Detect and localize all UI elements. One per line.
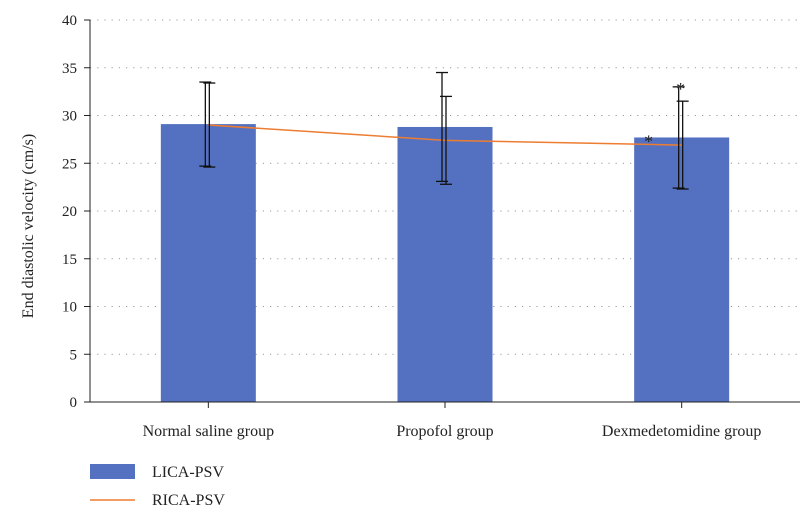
- legend: LICA-PSV RICA-PSV: [90, 464, 225, 509]
- y-tick-label: 0: [70, 395, 78, 411]
- series-line-path: [208, 124, 682, 146]
- labels: 0 5 10 15 20 25 30 35 40 Normal saline group Propo…: [62, 13, 761, 440]
- legend-swatch-bar: [90, 464, 135, 479]
- x-tick-label: Propofol group: [396, 423, 493, 440]
- y-axis-title: End diastolic velocity (cm/s): [20, 134, 37, 318]
- bar: [160, 124, 256, 402]
- y-tick-label: 5: [70, 347, 78, 363]
- significance-marker: *: [676, 79, 685, 99]
- x-tick-label: Dexmedetomidine group: [602, 423, 762, 440]
- significance-marker: *: [644, 131, 653, 151]
- y-tick-label: 15: [62, 252, 77, 268]
- y-tick-label: 30: [62, 109, 77, 125]
- bar: [397, 126, 493, 403]
- y-tick-label: 35: [62, 61, 77, 77]
- y-tick-label: 40: [62, 13, 77, 29]
- bar: [634, 137, 730, 402]
- x-tick-label: Normal saline group: [143, 423, 275, 440]
- y-tick-label: 20: [62, 204, 77, 220]
- y-tick-label: 25: [62, 156, 77, 172]
- error-bars: [199, 71, 689, 190]
- axes: [84, 19, 800, 408]
- bars: [160, 124, 730, 403]
- y-tick-label: 10: [62, 300, 77, 316]
- legend-label: LICA-PSV: [152, 464, 224, 481]
- legend-label: RICA-PSV: [152, 492, 225, 509]
- series-line: [208, 124, 682, 146]
